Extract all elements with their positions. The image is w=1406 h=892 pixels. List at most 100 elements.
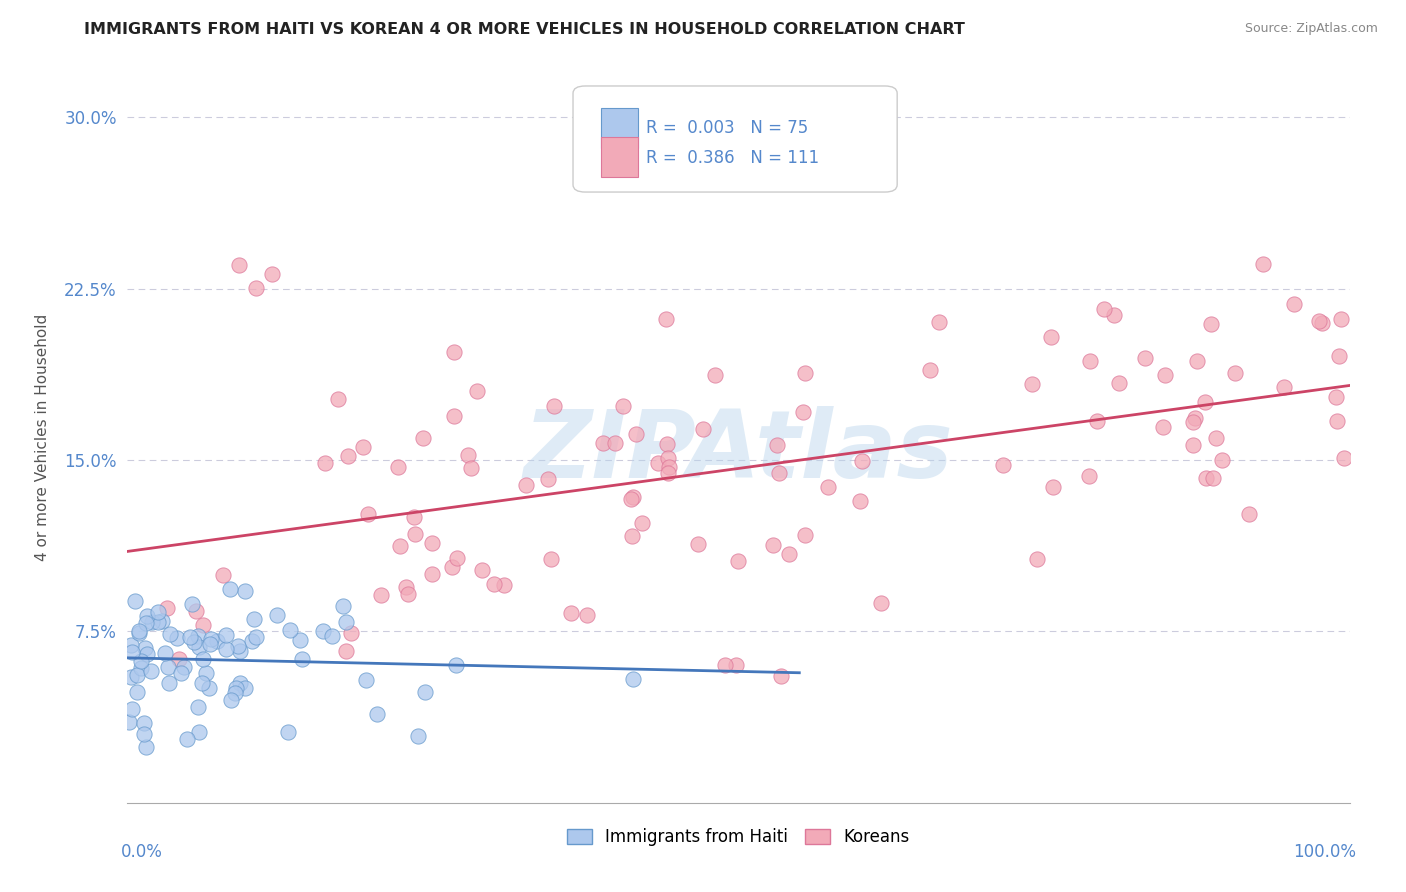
Point (187, 724, 209, 739)
Point (1327, 350, 1350, 364)
Point (226, 639, 249, 653)
Point (340, 625, 363, 640)
Point (703, 368, 725, 382)
Point (191, 675, 214, 690)
Point (1284, 296, 1306, 310)
Point (404, 526, 426, 541)
Point (918, 363, 941, 377)
Point (128, 626, 150, 640)
Point (128, 624, 150, 638)
Point (157, 675, 180, 690)
Point (1199, 318, 1222, 332)
Point (482, 577, 505, 591)
Point (120, 670, 142, 684)
Point (146, 606, 169, 620)
Point (240, 633, 263, 648)
Point (1078, 468, 1101, 483)
Point (1021, 377, 1043, 392)
Point (1251, 257, 1274, 271)
Point (1152, 420, 1174, 434)
Point (1239, 507, 1261, 521)
Point (1308, 314, 1330, 328)
Point (291, 651, 314, 665)
Point (277, 725, 299, 739)
Point (245, 630, 267, 644)
Point (169, 665, 191, 680)
Point (412, 431, 434, 445)
Point (127, 668, 149, 682)
Point (1205, 431, 1227, 445)
Point (129, 654, 152, 668)
Point (1272, 380, 1295, 394)
Point (187, 640, 209, 654)
Point (332, 599, 354, 614)
Point (1333, 451, 1355, 466)
Point (183, 635, 205, 649)
Point (1039, 329, 1062, 343)
Point (125, 685, 148, 699)
Point (494, 578, 516, 592)
Point (176, 732, 198, 747)
Point (136, 648, 159, 662)
Point (152, 614, 174, 628)
Text: R =  0.386   N = 111: R = 0.386 N = 111 (647, 149, 820, 167)
Point (457, 448, 479, 462)
Point (148, 615, 170, 630)
Point (134, 641, 156, 656)
Point (766, 438, 789, 452)
Point (179, 630, 201, 644)
Point (354, 673, 377, 688)
Point (388, 539, 411, 553)
Point (406, 729, 429, 743)
Legend: Immigrants from Haiti, Koreans: Immigrants from Haiti, Koreans (560, 822, 917, 853)
Point (120, 638, 142, 652)
Point (631, 516, 654, 531)
Point (1182, 438, 1205, 452)
Point (156, 601, 179, 615)
Text: 100.0%: 100.0% (1294, 843, 1355, 861)
Point (215, 642, 238, 657)
Point (121, 645, 143, 659)
Point (132, 716, 155, 731)
Point (191, 651, 214, 665)
Point (655, 312, 678, 326)
Point (1202, 471, 1225, 485)
Point (778, 548, 800, 562)
Point (658, 460, 681, 475)
Point (1181, 415, 1204, 429)
Point (928, 315, 950, 329)
Text: R =  0.003   N = 75: R = 0.003 N = 75 (647, 120, 808, 137)
Point (198, 681, 221, 695)
Point (228, 258, 250, 272)
Point (443, 345, 465, 359)
Point (1223, 366, 1246, 380)
Point (141, 615, 163, 629)
Point (352, 440, 374, 454)
Point (657, 467, 679, 481)
Point (135, 739, 157, 754)
Point (603, 436, 626, 450)
Point (1102, 308, 1125, 322)
Point (768, 466, 790, 480)
Y-axis label: 4 or more Vehicles in Household: 4 or more Vehicles in Household (35, 313, 51, 561)
Point (420, 567, 443, 582)
Point (540, 551, 562, 566)
Point (1026, 551, 1049, 566)
Point (560, 607, 582, 621)
Text: ZIPAtlas: ZIPAtlas (523, 406, 953, 498)
Point (1080, 354, 1102, 368)
Point (1326, 414, 1348, 428)
Point (228, 644, 250, 658)
Point (314, 456, 336, 470)
Point (1133, 351, 1156, 365)
Point (794, 367, 817, 381)
Point (159, 627, 181, 641)
Point (727, 554, 749, 568)
Point (537, 472, 560, 486)
Point (166, 631, 188, 645)
Point (1154, 368, 1177, 382)
Point (191, 618, 214, 632)
Point (121, 702, 143, 716)
Point (471, 563, 494, 577)
Point (576, 607, 599, 622)
